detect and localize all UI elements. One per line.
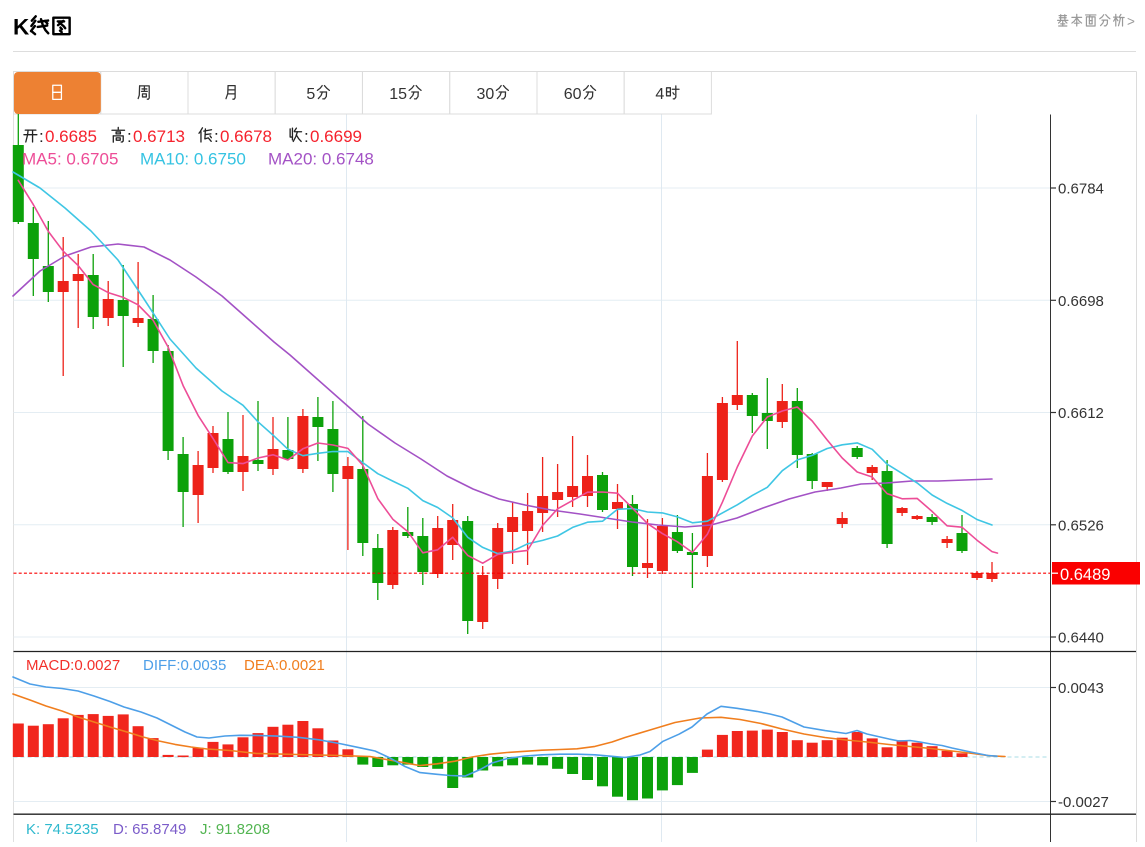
svg-text:5: 5 bbox=[306, 86, 315, 103]
svg-text:>: > bbox=[1127, 14, 1135, 29]
svg-text:0.6526: 0.6526 bbox=[1058, 517, 1104, 534]
svg-text:J: 91.8208: J: 91.8208 bbox=[200, 821, 270, 838]
svg-text:0.6699: 0.6699 bbox=[310, 127, 362, 146]
svg-text:0.6713: 0.6713 bbox=[133, 127, 185, 146]
svg-text:0.6698: 0.6698 bbox=[1058, 293, 1104, 310]
svg-text:0.6784: 0.6784 bbox=[1058, 181, 1104, 198]
svg-text:0.6678: 0.6678 bbox=[220, 127, 272, 146]
svg-text:0.6685: 0.6685 bbox=[45, 127, 97, 146]
svg-text:15: 15 bbox=[389, 86, 407, 103]
svg-text:30: 30 bbox=[477, 86, 495, 103]
svg-text:K: K bbox=[13, 15, 30, 40]
svg-text:0.6612: 0.6612 bbox=[1058, 405, 1104, 422]
svg-text:DIFF:0.0035: DIFF:0.0035 bbox=[143, 657, 226, 674]
svg-text:-0.0027: -0.0027 bbox=[1058, 794, 1109, 811]
svg-text:K: 74.5235: K: 74.5235 bbox=[26, 821, 99, 838]
svg-text:D: 65.8749: D: 65.8749 bbox=[113, 821, 186, 838]
svg-text::: : bbox=[39, 127, 44, 146]
svg-text::: : bbox=[304, 127, 309, 146]
svg-text:DEA:0.0021: DEA:0.0021 bbox=[244, 657, 325, 674]
svg-text:0.6440: 0.6440 bbox=[1058, 630, 1104, 647]
svg-text::: : bbox=[214, 127, 219, 146]
svg-text:0.6489: 0.6489 bbox=[1060, 566, 1110, 584]
svg-text:60: 60 bbox=[564, 86, 582, 103]
svg-text:MACD:0.0027: MACD:0.0027 bbox=[26, 657, 120, 674]
svg-text:0.0043: 0.0043 bbox=[1058, 680, 1104, 697]
svg-text::: : bbox=[127, 127, 132, 146]
svg-text:4: 4 bbox=[655, 86, 664, 103]
svg-text:MA20: 0.6748: MA20: 0.6748 bbox=[268, 150, 374, 169]
svg-text:MA10: 0.6750: MA10: 0.6750 bbox=[140, 150, 246, 169]
svg-text:MA5: 0.6705: MA5: 0.6705 bbox=[22, 150, 118, 169]
